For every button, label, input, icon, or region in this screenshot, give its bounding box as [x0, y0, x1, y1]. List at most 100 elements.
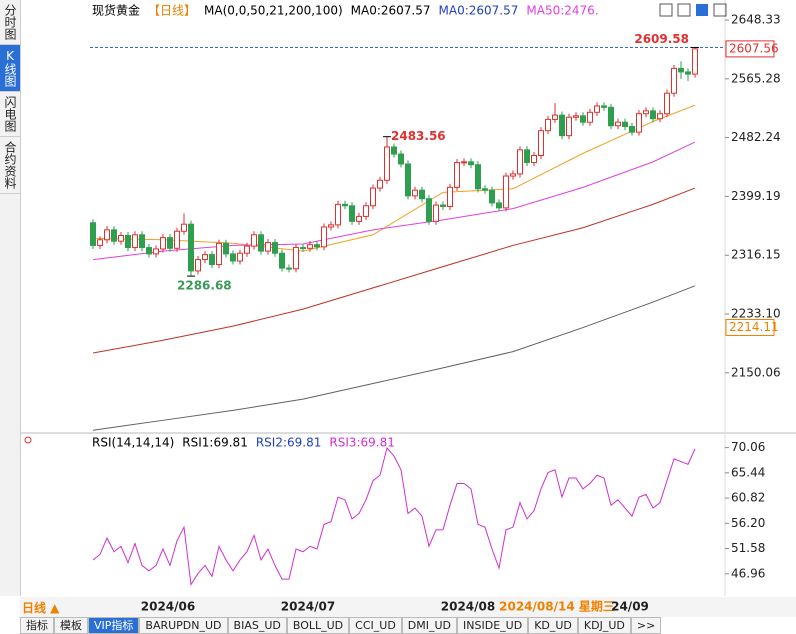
candle-body	[118, 235, 124, 242]
icon[interactable]	[677, 3, 691, 17]
y-tick-label: 60.82	[731, 491, 765, 505]
candle-body	[566, 116, 572, 137]
candle-body	[433, 204, 439, 222]
candle-body	[629, 125, 635, 133]
y-tick-label: 70.06	[731, 440, 765, 454]
candle-body	[258, 234, 264, 252]
candle-body	[503, 175, 509, 209]
candle-body	[643, 110, 649, 115]
candle-body	[559, 114, 565, 137]
bottom-tab[interactable]: VIP指标	[88, 617, 140, 634]
candle-body	[307, 244, 313, 249]
x-tick-label: 2024/08/14 星期三	[499, 599, 615, 614]
candle-body	[195, 259, 201, 272]
candle-body	[461, 161, 467, 164]
candle-body	[398, 153, 404, 165]
candle-body	[202, 254, 208, 261]
candle-body	[594, 105, 600, 113]
candle-body	[188, 223, 194, 272]
candle-body	[363, 205, 369, 217]
candle-body	[349, 205, 355, 222]
bottom-tab[interactable]: INSIDE_UD	[457, 617, 529, 634]
candle-body	[244, 245, 250, 254]
extreme-label: 2609.58	[634, 32, 689, 46]
candle-body	[608, 106, 614, 127]
candle-body	[237, 252, 243, 262]
candle-body	[370, 187, 376, 207]
candle-body	[97, 239, 103, 246]
bottom-tab[interactable]: CCI_UD	[349, 617, 402, 634]
candle-body	[125, 235, 131, 249]
bottom-tab[interactable]: 模板	[54, 617, 88, 634]
candle-body	[216, 242, 222, 266]
chart-bg	[20, 0, 796, 596]
candle-body	[111, 229, 117, 242]
candle-body	[531, 154, 537, 164]
candle-body	[167, 237, 173, 249]
header-text: MA(0,0,50,21,200,100)	[204, 4, 343, 18]
y-tick-label: 65.44	[731, 465, 765, 479]
icon[interactable]	[659, 3, 673, 17]
side-tab[interactable]: 合约资料	[0, 137, 20, 194]
x-tick-label: 24/09	[611, 600, 649, 614]
bottom-tab[interactable]: BOLL_UD	[286, 617, 350, 634]
candle-body	[412, 189, 418, 197]
candle-body	[538, 130, 544, 156]
candle-body	[230, 253, 236, 262]
candle-body	[90, 222, 96, 246]
y-tick-label: 2316.15	[731, 248, 781, 262]
icon[interactable]	[696, 4, 708, 16]
icon[interactable]	[713, 3, 727, 17]
candle-body	[104, 229, 110, 241]
candle-body	[671, 67, 677, 94]
candle-body	[678, 67, 684, 73]
extreme-label: 2483.56	[391, 129, 446, 143]
candle-body	[517, 149, 523, 175]
candle-body	[209, 254, 215, 266]
period-button[interactable]: 日线 ▲	[22, 601, 60, 615]
extreme-label: 2286.68	[177, 279, 232, 293]
side-tab[interactable]: 闪电图	[0, 92, 20, 137]
candle-body	[426, 198, 432, 222]
settings-icon[interactable]	[24, 436, 32, 444]
candle-body	[636, 113, 642, 133]
bottom-tab[interactable]: DMI_UD	[401, 617, 458, 634]
toolbar-icons	[659, 3, 727, 17]
candle-body	[251, 234, 257, 247]
x-tick-label: 2024/07	[281, 600, 335, 614]
bottom-tab[interactable]: BIAS_UD	[227, 617, 287, 634]
bottom-tab[interactable]: >>	[630, 617, 662, 634]
price-marker-label: 2607.56	[729, 41, 779, 55]
y-tick-label: 56.20	[731, 516, 765, 530]
candle-body	[265, 242, 271, 252]
bottom-tab[interactable]: KDJ_UD	[577, 617, 631, 634]
bottom-tab[interactable]: 指标	[20, 617, 54, 634]
candle-body	[573, 115, 579, 118]
candle-body	[468, 161, 474, 166]
side-tab[interactable]: K线图	[0, 45, 20, 92]
candle-body	[580, 115, 586, 123]
candle-body	[342, 203, 348, 207]
candle-body	[510, 173, 516, 177]
candle-body	[601, 105, 607, 108]
header-text: MA0:2607.57	[351, 4, 431, 18]
bottom-tab[interactable]: BARUPDN_UD	[139, 617, 228, 634]
candle-body	[440, 204, 446, 207]
header-text: 现货黄金	[92, 3, 140, 18]
bottom-tab[interactable]: KD_UD	[528, 617, 578, 634]
header-text: MA0:2607.57	[439, 4, 519, 18]
candle-body	[489, 189, 495, 204]
price-marker	[725, 318, 775, 336]
candle-body	[314, 244, 320, 248]
candle-body	[622, 121, 628, 127]
candle-body	[139, 234, 145, 249]
candle-body	[552, 114, 558, 120]
candle-body	[286, 267, 292, 270]
candle-body	[181, 223, 187, 232]
side-tab[interactable]: 分时图	[0, 0, 20, 45]
candle-body	[391, 146, 397, 155]
candle-body	[419, 189, 425, 200]
y-tick-label: 2399.19	[731, 189, 781, 203]
